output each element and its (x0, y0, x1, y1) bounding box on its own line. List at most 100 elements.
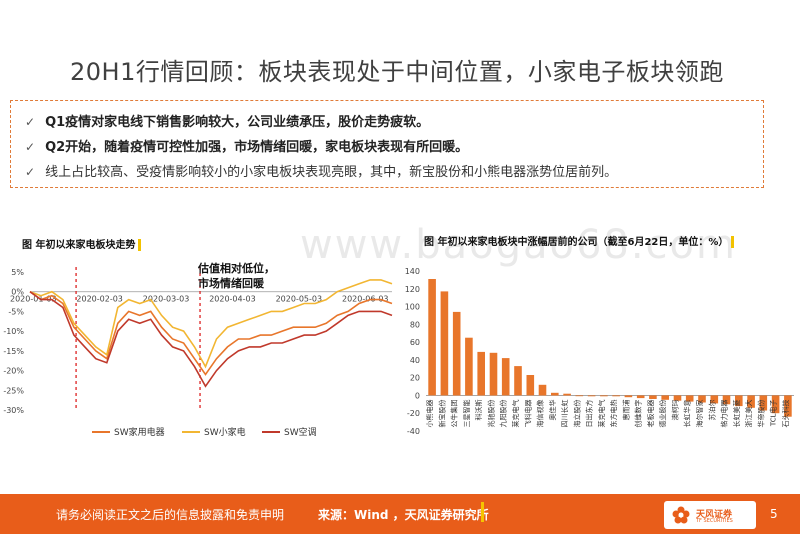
bar (673, 395, 682, 401)
page-title: 20H1行情回顾：板块表现处于中间位置，小家电子板块领跑 (70, 58, 724, 86)
bar-category-label: 奥佳华 (548, 399, 557, 420)
legend-label: SW家用电器 (114, 428, 165, 438)
bar-category-label: 莱克电气 (597, 399, 606, 427)
series-line-2 (29, 279, 393, 369)
legend-item-small: SW小家电 (182, 425, 246, 438)
bar (698, 395, 706, 403)
bar (624, 395, 633, 398)
bar-category-label: 科沃斯 (474, 399, 483, 420)
bar-category-label: TCL电子 (769, 399, 778, 427)
y-tick-label: 120 (405, 285, 420, 294)
bar-category-label: 创维数字 (634, 399, 643, 427)
legend-swatch (262, 430, 280, 433)
check-icon: ✓ (25, 115, 36, 129)
check-icon: ✓ (25, 165, 36, 179)
legend-label: SW小家电 (204, 428, 246, 438)
y-tick-label: 5% (11, 268, 24, 277)
bar-category-label: 浙江美大 (744, 399, 753, 427)
y-tick-label: 140 (405, 267, 420, 276)
bar-category-label: 飞科电器 (523, 399, 532, 427)
bar (759, 395, 768, 411)
bar (551, 392, 559, 396)
y-tick-label: -10% (3, 327, 24, 336)
bar (452, 311, 461, 396)
bar-category-label: 苏泊尔 (707, 399, 716, 420)
x-tick-label: 2020-02-03 (76, 295, 123, 304)
bar (771, 395, 780, 414)
bar (636, 395, 645, 399)
bar-category-label: 兆驰股份 (486, 399, 495, 427)
y-tick-label: -25% (3, 386, 24, 395)
y-tick-label: -15% (3, 347, 24, 356)
line-chart: 5% 0% -5% -10% -15% -20% -25% -30% 2020-01-03 202… (3, 267, 393, 415)
bullet-text: 线上占比较高、受疫情影响较小的小家电板块表现亮眼，其中，新宝股份和小熊电器涨势位… (45, 165, 618, 180)
logo-text: 天风证券 (696, 510, 733, 520)
bar-category-label: 新宝股份 (437, 399, 446, 427)
bar-category-label: 九阳股份 (499, 399, 508, 427)
bar (747, 395, 755, 408)
source-marker (481, 502, 484, 522)
bar-chart-title: 图 年初以来家电板块中涨幅居前的公司（截至6月22日，单位：%） (424, 237, 729, 248)
bar-category-label: 日出东方 (585, 399, 594, 427)
bar (710, 395, 719, 404)
series-line-3 (29, 291, 393, 388)
bar-category-label: 老板电器 (646, 399, 655, 427)
bar (489, 352, 498, 396)
bar (440, 291, 449, 396)
bar (477, 351, 485, 396)
legend-swatch (182, 430, 200, 433)
bar (735, 395, 743, 407)
y-tick-label: -5% (8, 307, 24, 316)
bullet-item-3: ✓ 线上占比较高、受疫情影响较小的小家电板块表现亮眼，其中，新宝股份和小熊电器涨势… (25, 161, 617, 180)
caption-marker (731, 236, 735, 248)
bar-category-label: 华帝股份 (756, 399, 765, 427)
y-tick-label: 80 (410, 320, 420, 329)
caption-marker (138, 239, 142, 251)
bar-category-label: 海信视像 (536, 399, 545, 427)
bar-category-label: 海立股份 (572, 399, 581, 427)
footer-source: 来源：Wind ，天风证券研究所 (318, 508, 489, 522)
y-tick-label: -40 (407, 427, 420, 436)
bar (563, 393, 571, 396)
bar (722, 395, 731, 405)
line-chart-caption: 图 年初以来家电板块走势 (22, 236, 142, 251)
bar (538, 384, 547, 396)
bar-chart-caption: 图 年初以来家电板块中涨幅居前的公司（截至6月22日，单位：%） (424, 236, 764, 250)
bar (649, 395, 657, 399)
bullet-item-2: ✓ Q2开始，随着疫情可控性加强，市场情绪回暖，家电板块表现有所回暖。 (25, 136, 468, 155)
y-tick-label: 60 (410, 338, 420, 347)
x-tick-label: 2020-03-03 (143, 295, 190, 304)
y-tick-label: -20 (407, 409, 420, 418)
page-number: 5 (770, 507, 778, 521)
bar (685, 395, 694, 402)
flower-logo-icon (672, 506, 690, 524)
bar-category-label: 石头科技 (781, 399, 790, 427)
y-tick-label: 0 (415, 391, 420, 400)
series-line-1 (29, 291, 393, 376)
summary-box: ✓ Q1疫情对家电线下销售影响较大，公司业绩承压，股价走势疲软。 ✓ Q2开始，随着… (10, 100, 764, 188)
y-tick-label: -20% (3, 367, 24, 376)
bar (587, 395, 596, 397)
bar-category-label: 三星智能 (462, 399, 471, 427)
bar (612, 395, 620, 397)
bar-category-label: 德业股份 (658, 399, 667, 427)
legend-item-home: SW家用电器 (92, 425, 165, 438)
bar (465, 337, 473, 396)
legend-swatch (92, 430, 110, 433)
y-tick-label: 0% (11, 288, 24, 297)
bar-category-label: 长虹华意 (683, 399, 692, 427)
bar (600, 395, 608, 397)
bullet-text: Q1疫情对家电线下销售影响较大，公司业绩承压，股价走势疲软。 (45, 115, 430, 130)
company-logo (664, 501, 756, 529)
bar (526, 375, 535, 396)
check-icon: ✓ (25, 140, 36, 154)
legend-item-ac: SW空调 (262, 425, 317, 438)
bar (575, 395, 584, 397)
bar (501, 358, 510, 396)
bar-category-label: 长虹美菱 (732, 399, 741, 427)
x-tick-label: 2020-05-03 (276, 295, 323, 304)
logo-subtext: TF SECURITIES (696, 518, 733, 524)
bar (661, 395, 669, 400)
x-tick-label: 2020-04-03 (209, 295, 256, 304)
line-chart-title: 图 年初以来家电板块走势 (22, 240, 136, 251)
